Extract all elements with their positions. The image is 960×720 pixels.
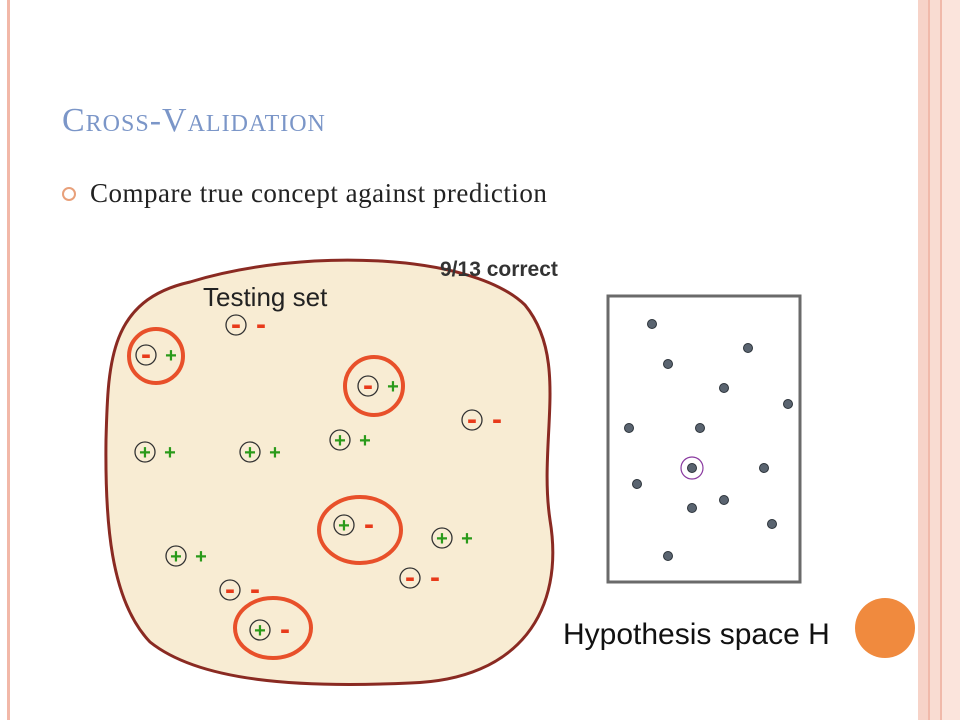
hypothesis-point [719, 383, 729, 393]
hypothesis-point [743, 343, 753, 353]
testing-set-label: Testing set [203, 282, 328, 312]
example-pair: + + [239, 441, 281, 464]
slide-frame-right [918, 0, 960, 720]
true-label: - [231, 308, 241, 341]
true-label: - [467, 403, 477, 436]
truth-ring [399, 567, 421, 589]
hypothesis-point [687, 463, 697, 473]
truth-ring [357, 375, 379, 397]
truth-ring [135, 344, 157, 366]
example-pair: + + [165, 545, 207, 568]
hypothesis-point [647, 319, 657, 329]
hypothesis-space-box [606, 294, 802, 584]
truth-ring [239, 441, 261, 463]
truth-ring [329, 429, 351, 451]
truth-ring [461, 409, 483, 431]
bullet-text: Compare true concept against prediction [90, 178, 548, 208]
example-pair: - + [135, 338, 177, 371]
error-highlight-ring [343, 355, 405, 417]
truth-ring [134, 441, 156, 463]
true-label: + [334, 430, 346, 452]
predicted-label: - [430, 561, 440, 594]
predicted-label: + [195, 546, 207, 568]
hypothesis-space-label: Hypothesis space H [563, 618, 830, 651]
hypothesis-point [663, 359, 673, 369]
bullet-circle-icon [62, 186, 76, 201]
example-pair: - + [357, 369, 399, 402]
truth-ring [225, 314, 247, 336]
predicted-label: + [461, 528, 473, 550]
example-pair: + - [333, 508, 374, 541]
testing-set-blob [104, 258, 555, 686]
hypothesis-point [719, 495, 729, 505]
score-label: 9/13 correct [440, 258, 558, 281]
true-label: + [244, 442, 256, 464]
error-highlight-ring [317, 495, 403, 565]
true-label: + [436, 528, 448, 550]
true-label: + [254, 620, 266, 642]
slide-title: Cross-Validation [62, 102, 326, 139]
example-pair: -- [225, 308, 266, 341]
bullet-item: Compare true concept against prediction [62, 178, 547, 209]
truth-ring [249, 619, 271, 641]
predicted-label: + [269, 442, 281, 464]
example-pair: + + [134, 441, 176, 464]
hypothesis-point [759, 463, 769, 473]
example-pair: -- [399, 561, 440, 594]
truth-ring [219, 579, 241, 601]
hypothesis-point [632, 479, 642, 489]
truth-ring [333, 514, 355, 536]
selected-hypothesis-ring [680, 456, 704, 480]
slide-frame-left [7, 0, 10, 720]
predicted-label: - [492, 403, 502, 436]
error-highlight-ring [233, 596, 313, 660]
true-label: + [170, 546, 182, 568]
predicted-label: - [280, 613, 290, 646]
truth-ring [431, 527, 453, 549]
hypothesis-point [687, 503, 697, 513]
error-highlight-ring [127, 327, 185, 385]
true-label: + [139, 442, 151, 464]
predicted-label: + [164, 442, 176, 464]
predicted-label: + [359, 430, 371, 452]
true-label: - [225, 573, 235, 606]
predicted-label: - [364, 508, 374, 541]
true-label: - [405, 561, 415, 594]
hypothesis-point [624, 423, 634, 433]
truth-ring [165, 545, 187, 567]
example-pair: + + [329, 429, 371, 452]
hypothesis-point [767, 519, 777, 529]
true-label: - [363, 369, 373, 402]
predicted-label: + [387, 376, 399, 398]
hypothesis-point [695, 423, 705, 433]
predicted-label: + [165, 345, 177, 367]
example-pair: + - [249, 613, 290, 646]
predicted-label: - [256, 308, 266, 341]
example-pair: -- [219, 573, 260, 606]
example-pair: + + [431, 527, 473, 550]
hypothesis-point [663, 551, 673, 561]
example-pair: -- [461, 403, 502, 436]
predicted-label: - [250, 573, 260, 606]
true-label: - [141, 338, 151, 371]
hypothesis-point [783, 399, 793, 409]
true-label: + [338, 515, 350, 537]
hypothesis-marker [855, 598, 915, 658]
